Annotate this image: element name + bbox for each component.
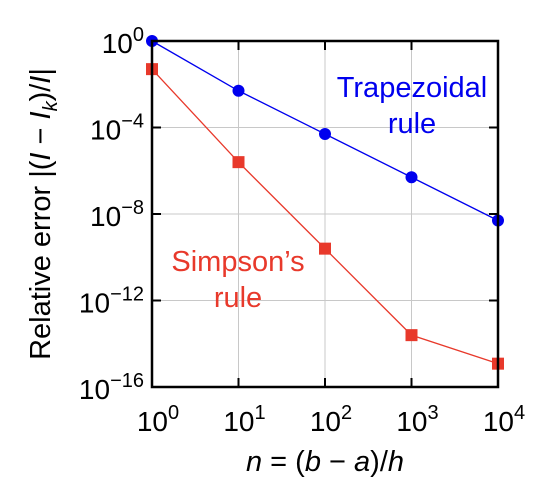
series-annotation-2-line-2: rule [214, 282, 262, 314]
x-axis-label: n = (b − a)/h [246, 446, 404, 478]
y-axis-label: Relative error |(I − Ik)/I| [25, 68, 62, 360]
y-tick-label: 10−8 [90, 197, 144, 232]
x-tick-label: 102 [310, 402, 352, 437]
x-tick-label: 103 [396, 402, 438, 437]
y-tick-label: 100 [102, 24, 144, 59]
series-annotation-2-line-1: Simpson’s [171, 246, 304, 278]
y-tick-label: 10−12 [79, 284, 144, 319]
y-tick-label: 10−16 [79, 370, 144, 405]
data-point [319, 128, 331, 141]
series-markers [146, 35, 504, 370]
series-annotations: Trapezoidal rule Simpson’s rule [171, 72, 487, 314]
x-tick-label: 100 [137, 402, 179, 437]
series-annotation-1-line-1: Trapezoidal [337, 72, 487, 104]
data-point [232, 156, 245, 169]
x-tick-label: 104 [483, 402, 525, 437]
data-point [405, 171, 418, 184]
y-tick-labels: 10−16 10−12 10−8 10−4 100 [79, 24, 144, 405]
tick-marks [151, 40, 499, 388]
x-tick-labels: 100 101 102 103 104 [137, 402, 525, 437]
x-tick-label: 101 [223, 402, 265, 437]
data-point [405, 329, 418, 342]
series-annotation-1-line-2: rule [388, 108, 436, 140]
y-tick-label: 10−4 [90, 111, 144, 146]
data-point [319, 242, 331, 255]
data-point [232, 84, 245, 97]
